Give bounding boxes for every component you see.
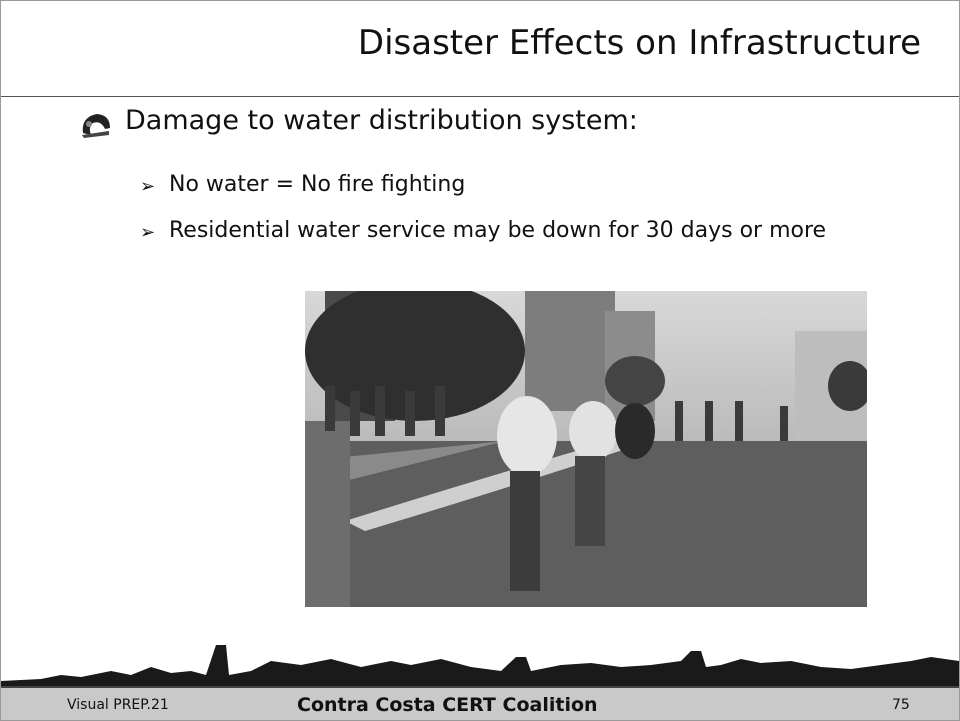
sub-bullet-arrow: ➢ bbox=[140, 176, 155, 197]
photo bbox=[305, 291, 867, 607]
slide-title: Disaster Effects on Infrastructure bbox=[358, 23, 921, 63]
footer: Visual PREP.21 Contra Costa CERT Coaliti… bbox=[1, 686, 959, 721]
sub-bullet-text: Residential water service may be down fo… bbox=[169, 217, 829, 244]
title-rule bbox=[1, 96, 959, 97]
footer-center: Contra Costa CERT Coalition bbox=[297, 694, 598, 716]
footer-left: Visual PREP.21 bbox=[67, 697, 169, 713]
slide: Disaster Effects on Infrastructure Damag… bbox=[0, 0, 960, 721]
skyline bbox=[1, 631, 959, 687]
bullet-icon bbox=[79, 111, 113, 141]
sub-bullet-arrow: ➢ bbox=[140, 222, 155, 243]
page: Disaster Effects on Infrastructure Damag… bbox=[0, 0, 960, 721]
sub-bullet-text: No water = No fire fighting bbox=[169, 171, 829, 198]
page-number: 75 bbox=[892, 697, 910, 713]
bullet-text: Damage to water distribution system: bbox=[125, 105, 638, 136]
